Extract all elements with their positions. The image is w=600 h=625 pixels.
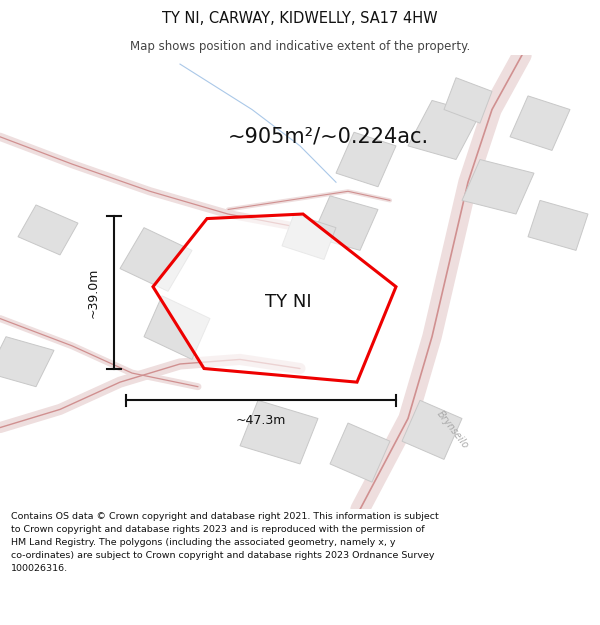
Polygon shape bbox=[18, 205, 78, 255]
Text: TY NI, CARWAY, KIDWELLY, SA17 4HW: TY NI, CARWAY, KIDWELLY, SA17 4HW bbox=[162, 11, 438, 26]
Polygon shape bbox=[408, 101, 480, 159]
Text: ~905m²/~0.224ac.: ~905m²/~0.224ac. bbox=[228, 127, 429, 147]
Text: ~47.3m: ~47.3m bbox=[236, 414, 286, 428]
Text: Contains OS data © Crown copyright and database right 2021. This information is : Contains OS data © Crown copyright and d… bbox=[11, 512, 439, 574]
Polygon shape bbox=[462, 159, 534, 214]
Polygon shape bbox=[528, 201, 588, 251]
Text: TY NI: TY NI bbox=[265, 293, 311, 311]
Polygon shape bbox=[0, 337, 54, 387]
Polygon shape bbox=[510, 96, 570, 151]
Polygon shape bbox=[153, 214, 396, 382]
Polygon shape bbox=[120, 228, 192, 291]
Text: Brynseilo: Brynseilo bbox=[435, 409, 471, 451]
Polygon shape bbox=[402, 401, 462, 459]
Text: ~39.0m: ~39.0m bbox=[86, 268, 100, 318]
Polygon shape bbox=[282, 214, 336, 259]
Polygon shape bbox=[240, 401, 318, 464]
Text: Map shows position and indicative extent of the property.: Map shows position and indicative extent… bbox=[130, 39, 470, 52]
Polygon shape bbox=[312, 196, 378, 251]
Polygon shape bbox=[144, 296, 210, 359]
Polygon shape bbox=[444, 78, 492, 123]
Polygon shape bbox=[330, 423, 390, 482]
Polygon shape bbox=[336, 132, 396, 187]
